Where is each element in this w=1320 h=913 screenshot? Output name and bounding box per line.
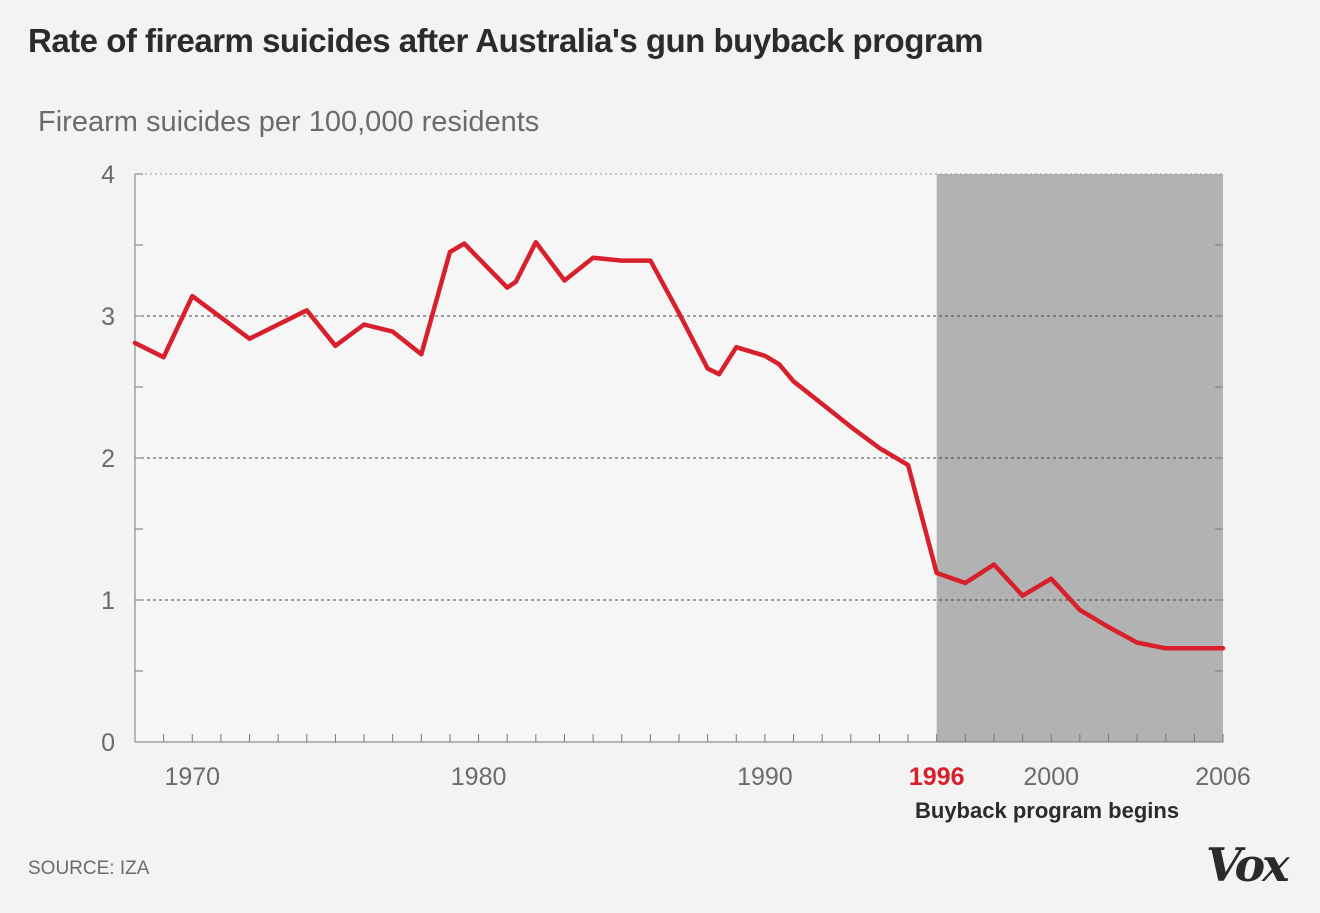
chart-title: Rate of firearm suicides after Australia…	[28, 22, 983, 59]
vox-logo: Vox	[1206, 838, 1290, 892]
x-tick-label: 2006	[1195, 763, 1251, 791]
y-tick-label: 3	[101, 303, 115, 331]
source-note: SOURCE: IZA	[28, 858, 150, 879]
x-tick-label: 1970	[164, 763, 220, 791]
x-tick-label: 1980	[451, 763, 507, 791]
firearm-suicide-rate-line	[132, 239, 1226, 651]
x-tick-label: 1990	[737, 763, 793, 791]
x-tick-label: 2000	[1023, 763, 1079, 791]
buyback-note: Buyback program begins	[915, 798, 1179, 823]
y-tick-label: 0	[101, 729, 115, 757]
y-tick-label: 4	[101, 161, 115, 189]
y-tick-label: 1	[101, 587, 115, 615]
buyback-year-label: 1996	[909, 763, 965, 791]
y-axis-label: Firearm suicides per 100,000 residents	[38, 106, 540, 138]
y-tick-label: 2	[101, 445, 115, 473]
